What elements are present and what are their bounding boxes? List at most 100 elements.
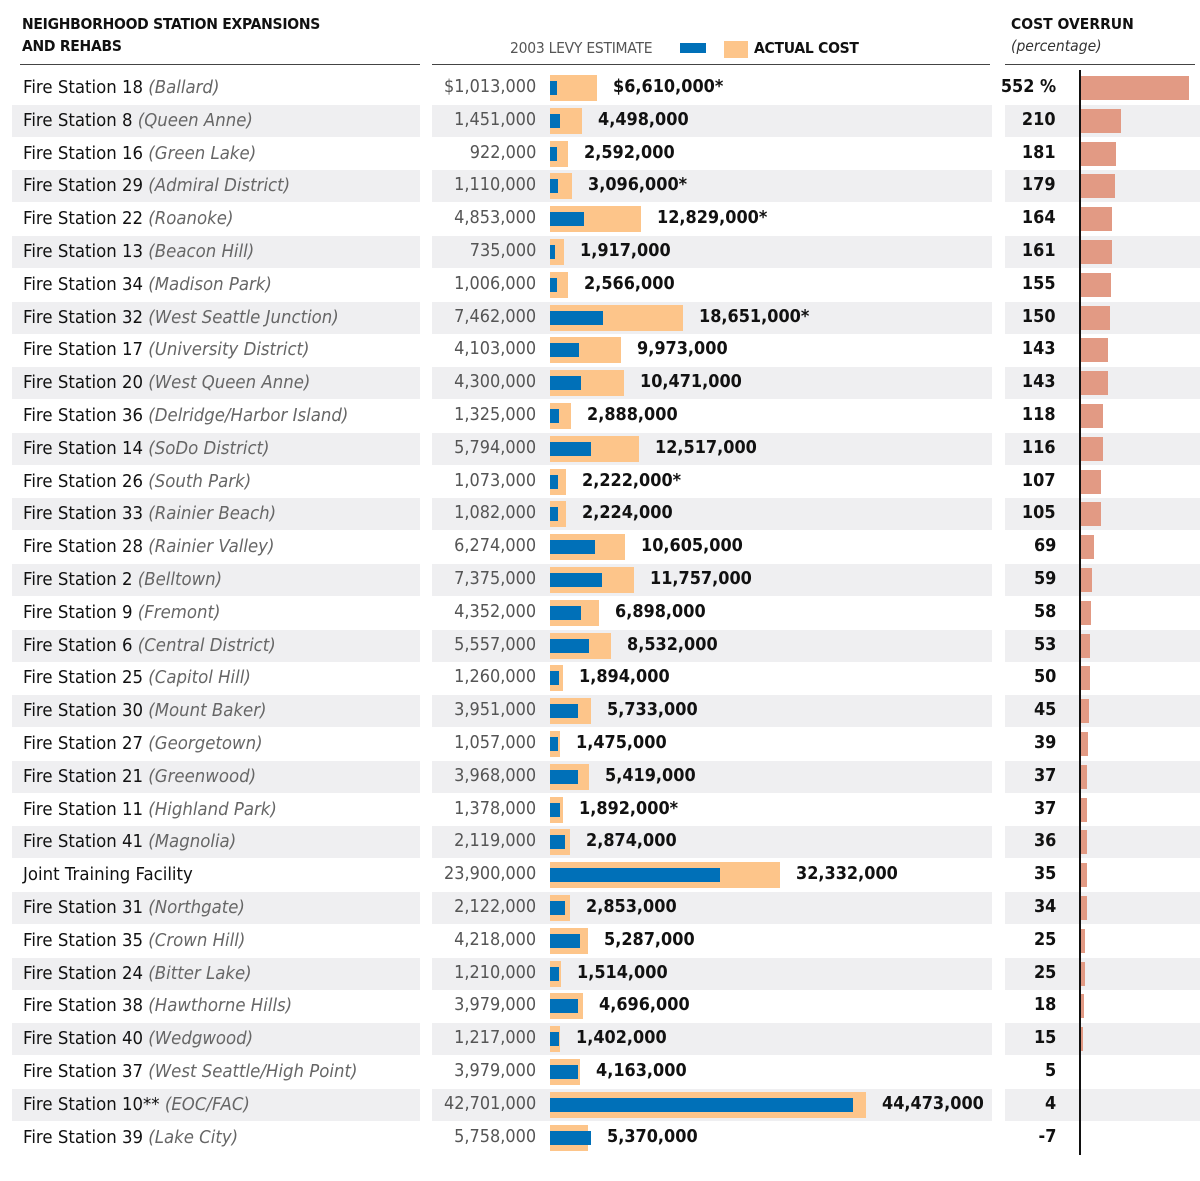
station-label: Fire Station 11 — [23, 798, 144, 820]
row-stripe — [12, 170, 420, 203]
station-name: Fire Station 18 (Ballard) — [23, 77, 219, 98]
station-label: Fire Station 32 — [23, 306, 144, 328]
station-name: Fire Station 17 (University District) — [23, 339, 310, 360]
actual-cost-value: 2,592,000 — [584, 142, 676, 163]
row-stripe — [12, 1023, 420, 1056]
neighborhood-label: (Northgate) — [148, 897, 245, 918]
table-row: Fire Station 28 (Rainier Valley) 6,274,00… — [0, 531, 1200, 564]
estimate-value: 4,352,000 — [454, 601, 536, 622]
actual-cost-bar — [550, 75, 597, 101]
actual-cost-value: 2,888,000 — [586, 405, 678, 425]
overrun-value: 552 % — [1000, 77, 1056, 97]
table-row: Joint Training Facility 23,900,000 32,332,… — [0, 859, 1200, 892]
overrun-subtitle: (percentage) — [1011, 37, 1102, 55]
overrun-bar — [1080, 338, 1109, 363]
estimate-bar — [550, 343, 580, 358]
estimate-value: 2,122,000 — [454, 897, 536, 917]
estimate-value: 42,701,000 — [443, 1093, 536, 1114]
table-row: Fire Station 36 (Delridge/Harbor Island)… — [0, 400, 1200, 433]
station-label: Fire Station 38 — [23, 995, 144, 1017]
header-rule-costs — [432, 64, 990, 65]
row-stripe — [12, 367, 420, 400]
estimate-value: 1,057,000 — [454, 733, 536, 753]
station-label: Fire Station 26 — [23, 470, 144, 492]
overrun-bar — [1080, 469, 1102, 494]
neighborhood-label: (Beacon Hill) — [148, 241, 255, 262]
neighborhood-label: (Rainier Valley) — [148, 536, 275, 558]
overrun-value: 15 — [1033, 1028, 1056, 1049]
neighborhood-label: (Bitter Lake) — [148, 962, 252, 984]
station-name: Joint Training Facility — [23, 864, 193, 885]
station-name: Fire Station 2 (Belltown) — [23, 569, 222, 590]
station-label: Fire Station 16 — [23, 142, 144, 164]
overrun-value: 36 — [1033, 831, 1056, 852]
actual-cost-value: $6,610,000* — [612, 77, 724, 97]
table-row: Fire Station 26 (South Park) 1,073,000 2,2… — [0, 466, 1200, 499]
station-name: Fire Station 26 (South Park) — [23, 471, 251, 492]
row-stripe — [12, 629, 420, 662]
estimate-bar — [550, 573, 603, 587]
estimate-bar — [550, 113, 561, 128]
row-stripe — [12, 695, 420, 728]
actual-cost-value: 8,532,000 — [626, 634, 718, 655]
row-stripe — [1005, 1056, 1200, 1088]
station-name: Fire Station 27 (Georgetown) — [23, 733, 263, 754]
actual-cost-value: 1,514,000 — [576, 962, 668, 983]
overrun-value: 37 — [1033, 765, 1056, 786]
overrun-value: -7 — [1038, 1126, 1056, 1147]
estimate-bar — [550, 212, 585, 227]
overrun-header: COST OVERRUN (percentage) — [1011, 13, 1147, 57]
estimate-bar — [550, 245, 556, 259]
overrun-value: 58 — [1033, 601, 1056, 622]
row-stripe — [12, 892, 420, 924]
row-stripe — [432, 957, 992, 990]
estimate-bar — [550, 1065, 579, 1079]
station-label: Fire Station 35 — [23, 929, 144, 951]
actual-cost-value: 12,829,000* — [657, 208, 768, 229]
estimate-bar — [550, 704, 579, 719]
overrun-bar — [1080, 240, 1112, 264]
actual-cost-value: 9,973,000 — [636, 339, 728, 360]
overrun-bar — [1080, 305, 1110, 330]
row-stripe — [432, 367, 992, 400]
row-stripe — [12, 564, 420, 596]
row-stripe — [12, 498, 420, 531]
station-label: Fire Station 21 — [23, 765, 144, 787]
row-stripe — [432, 301, 992, 334]
table-row: Fire Station 2 (Belltown) 7,375,000 11,757… — [0, 564, 1200, 597]
table-row: Fire Station 40 (Wedgwood) 1,217,000 1,402… — [0, 1023, 1200, 1056]
overrun-value: 53 — [1033, 634, 1056, 655]
neighborhood-label: (Green Lake) — [148, 142, 257, 164]
legend-actual-label: ACTUAL COST — [754, 39, 859, 57]
neighborhood-label: (Rainier Beach) — [148, 503, 277, 525]
station-name: Fire Station 37 (West Seattle/High Point… — [23, 1061, 357, 1082]
table-row: Fire Station 13 (Beacon Hill) 735,000 1,91… — [0, 236, 1200, 269]
estimate-value: 1,451,000 — [454, 109, 536, 130]
row-stripe — [432, 498, 992, 531]
actual-cost-value: 4,498,000 — [597, 109, 689, 130]
table-row: Fire Station 41 (Magnolia) 2,119,000 2,874… — [0, 826, 1200, 859]
overrun-bar — [1080, 830, 1088, 855]
overrun-bar — [1080, 732, 1088, 756]
row-stripe — [12, 432, 420, 465]
overrun-value: 34 — [1033, 897, 1056, 917]
actual-cost-value: 10,605,000 — [641, 536, 744, 557]
station-name: Fire Station 32 (West Seattle Junction) — [23, 307, 339, 328]
table-row: Fire Station 39 (Lake City) 5,758,000 5,37… — [0, 1122, 1200, 1155]
overrun-bar — [1080, 272, 1111, 297]
station-name: Fire Station 13 (Beacon Hill) — [23, 241, 254, 262]
estimate-bar — [550, 507, 558, 522]
actual-cost-value: 1,475,000 — [576, 733, 668, 753]
estimate-bar — [550, 605, 581, 620]
overrun-value: 164 — [1022, 208, 1056, 229]
estimate-value: 735,000 — [469, 241, 536, 261]
legend: 2003 LEVY ESTIMATE ACTUAL COST — [432, 38, 862, 60]
overrun-bar — [1080, 535, 1094, 560]
overrun-value: 105 — [1022, 503, 1056, 524]
table-row: Fire Station 8 (Queen Anne) 1,451,000 4,49… — [0, 104, 1200, 138]
overrun-bar — [1080, 1027, 1083, 1052]
row-stripe — [12, 301, 420, 334]
overrun-bar — [1080, 1060, 1081, 1084]
overrun-bar — [1080, 174, 1116, 199]
overrun-bar — [1080, 207, 1113, 232]
